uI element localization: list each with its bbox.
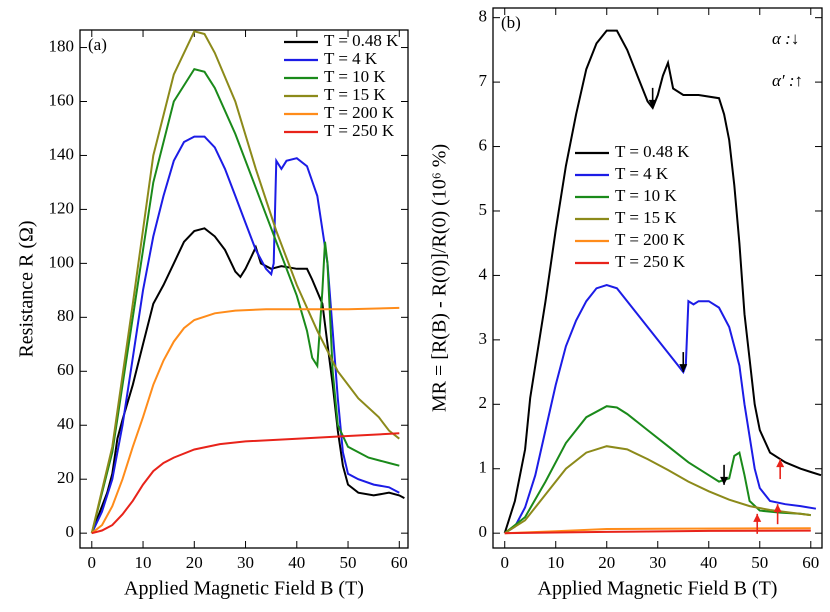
legend-label: T = 4 K [324,49,378,68]
x-tick-label: 30 [237,553,254,572]
y-tick-label: 140 [49,144,75,163]
y-tick-label: 4 [479,264,488,283]
arrow-head [648,99,657,108]
y-tick-label: 120 [49,198,75,217]
legend-label: T = 0.48 K [615,142,690,161]
series-line [91,306,400,534]
y-axis-label: Resistance R (Ω) [16,220,38,357]
y-tick-label: 80 [57,306,74,325]
series-line [504,405,811,534]
arrow-marker [720,464,729,485]
legend-label: T = 4 K [615,164,669,183]
series-line [504,529,811,535]
x-tick-label: 30 [649,553,666,572]
y-tick-label: 160 [49,90,75,109]
arrow-head [720,476,729,485]
legend-label: T = 15 K [615,208,677,227]
y-tick-label: 3 [479,329,488,348]
arrow-head [773,504,782,513]
legend-label: T = 15 K [324,85,386,104]
x-tick-label: 20 [598,553,615,572]
y-tick-label: 60 [57,360,74,379]
x-tick-label: 60 [391,553,408,572]
arrow-marker [776,459,785,480]
x-tick-label: 60 [802,553,819,572]
y-tick-label: 7 [479,71,488,90]
series-line [90,67,400,534]
x-axis-label: Applied Magnetic Field B (T) [538,578,778,600]
series-line [90,135,400,534]
series-line [90,227,405,534]
legend-label: T = 10 K [615,186,677,205]
y-tick-label: 100 [49,252,75,271]
y-tick-label: 1 [479,458,488,477]
y-tick-label: 40 [57,414,74,433]
legend-label: T = 250 K [615,252,686,271]
y-axis-label: MR = [R(B) - R(0)]/R(0) (10⁶ %) [429,144,451,412]
series-line [503,29,822,534]
y-tick-label: 20 [57,468,74,487]
plot-frame [79,29,409,549]
legend-label: T = 250 K [324,121,395,140]
x-tick-label: 50 [751,553,768,572]
panel-label: (a) [88,35,107,54]
x-tick-label: 20 [186,553,203,572]
y-tick-label: 5 [479,200,488,219]
annotation: α :↓ [772,29,799,48]
x-tick-label: 50 [340,553,357,572]
legend-label: T = 200 K [324,103,395,122]
series-line [90,30,400,534]
arrow-head [753,513,762,522]
y-tick-label: 0 [479,522,488,541]
panel-label: (b) [501,13,521,32]
y-tick-label: 180 [49,36,75,55]
arrow-head [776,459,785,468]
arrow-marker [753,513,762,534]
legend-label: T = 10 K [324,67,386,86]
y-tick-label: 0 [66,522,75,541]
x-tick-label: 10 [547,553,564,572]
legend-label: T = 0.48 K [324,31,399,50]
x-tick-label: 10 [135,553,152,572]
x-tick-label: 0 [88,553,97,572]
arrow-head [679,364,688,373]
legend-label: T = 200 K [615,230,686,249]
x-tick-label: 40 [288,553,305,572]
y-tick-label: 8 [479,7,488,26]
arrow-marker [679,352,688,373]
y-tick-label: 2 [479,393,488,412]
x-axis-label: Applied Magnetic Field B (T) [124,578,364,600]
series-line [504,284,817,535]
x-tick-label: 40 [700,553,717,572]
y-tick-label: 6 [479,135,488,154]
x-tick-label: 0 [500,553,509,572]
series-line [504,445,811,535]
arrow-marker [773,504,782,525]
arrow-marker [648,87,657,108]
annotation: α′ :↑ [772,71,803,90]
series-line [91,432,400,535]
